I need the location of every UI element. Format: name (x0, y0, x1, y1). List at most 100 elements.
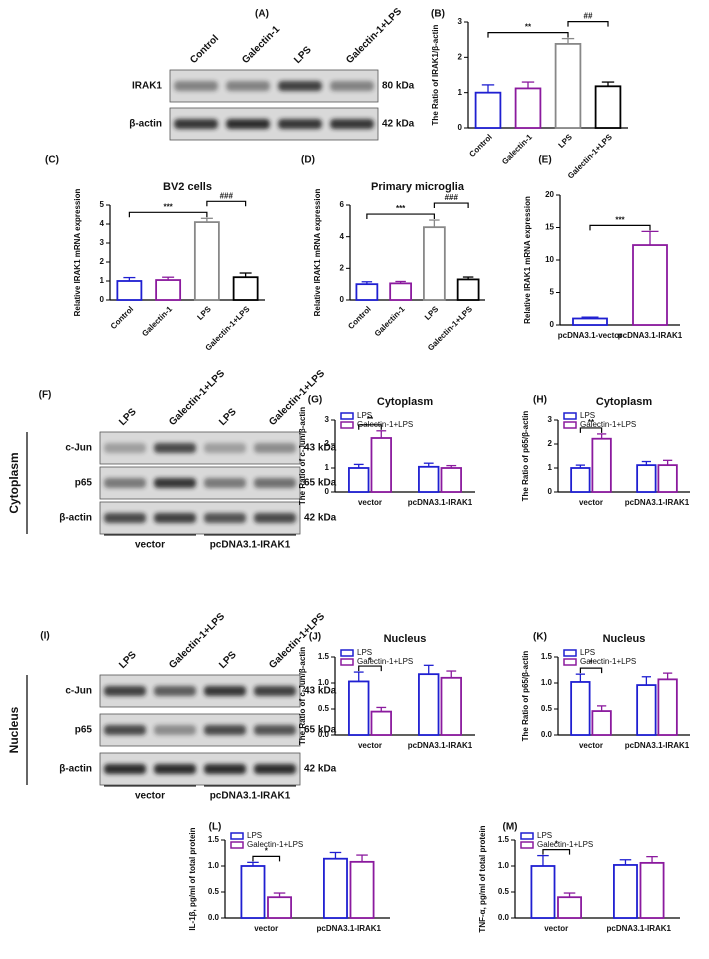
y-axis-label: TNF-α, pg/ml of total protein (478, 825, 487, 932)
lane-label: Galectin-1 (240, 24, 282, 66)
blot-band (154, 513, 196, 523)
size-label: 65 kDa (304, 725, 337, 736)
x-tick-label: Galectin-1 (500, 132, 534, 166)
bar (355, 283, 379, 301)
bar (456, 278, 480, 301)
significance-bracket (589, 224, 651, 231)
y-tick-label: 0 (550, 320, 555, 329)
panel-label: (C) (45, 155, 59, 166)
size-label: 42 kDa (304, 513, 337, 524)
y-tick-label: 0 (340, 295, 345, 304)
significance-label: *** (615, 216, 625, 225)
significance-bracket (579, 427, 603, 433)
bar (554, 43, 582, 129)
bar (474, 91, 502, 129)
significance-label: ** (588, 418, 595, 427)
bar (240, 865, 266, 919)
y-axis-label: The Ratio of c-Jun/β-actin (298, 407, 307, 505)
x-tick-label: LPS (423, 304, 441, 322)
significance-label: ** (367, 415, 374, 424)
x-tick-label: Control (467, 133, 493, 159)
panel-label: (D) (301, 155, 315, 166)
bar (657, 464, 678, 493)
y-axis-label: Relative IRAK1 mRNA expression (73, 189, 82, 317)
x-tick-label: pcDNA3.1-IRAK1 (625, 741, 690, 750)
bar (193, 221, 220, 301)
bar (557, 896, 582, 919)
bar (570, 681, 591, 736)
y-tick-label: 0.0 (541, 730, 553, 739)
chart-title: Nucleus (384, 633, 427, 645)
panel-label: (B) (431, 9, 445, 20)
y-tick-label: 0 (548, 487, 553, 496)
y-tick-label: 1.0 (541, 678, 553, 687)
y-tick-label: 2 (548, 439, 553, 448)
y-tick-label: 3 (325, 415, 330, 424)
row-label: β-actin (59, 513, 92, 524)
significance-bracket (358, 665, 382, 672)
y-tick-label: 0 (325, 487, 330, 496)
x-tick-label: vector (358, 741, 382, 750)
lane-label: LPS (217, 406, 239, 428)
blot-band (204, 686, 246, 696)
y-tick-label: 1.5 (498, 835, 510, 844)
group-label: vector (135, 540, 165, 551)
y-tick-label: 1.0 (318, 678, 330, 687)
y-tick-label: 15 (545, 223, 554, 232)
y-axis-label: The Ratio of IRAK1/β-actin (431, 24, 440, 125)
y-tick-label: 20 (545, 190, 554, 199)
bar (418, 465, 440, 493)
significance-label: * (589, 658, 593, 667)
chart-title: BV2 cells (163, 181, 212, 193)
significance-bracket (206, 200, 247, 207)
significance-label: ### (445, 193, 459, 202)
y-tick-label: 5 (550, 288, 555, 297)
y-tick-label: 3 (458, 17, 463, 26)
blot-band (204, 513, 246, 523)
bar (155, 279, 182, 301)
x-tick-label: Control (346, 305, 372, 331)
blot-band (254, 764, 296, 774)
x-tick-label: pcDNA3.1-IRAK1 (625, 498, 690, 507)
blot-band (226, 81, 270, 91)
blot-band (254, 513, 296, 523)
compartment-label: Nucleus (7, 706, 21, 753)
row-label: p65 (75, 478, 93, 489)
panel-label: (F) (39, 390, 52, 401)
x-tick-label: pcDNA3.1-IRAK1 (607, 924, 672, 933)
significance-bracket (128, 211, 208, 218)
y-axis-label: Relative IRAK1 mRNA expression (313, 189, 322, 317)
bar (613, 864, 638, 919)
bar (591, 437, 612, 493)
y-tick-label: 0.5 (208, 887, 220, 896)
lane-label: Control (188, 33, 221, 66)
y-tick-label: 0 (100, 295, 105, 304)
chart-title: Cytoplasm (596, 396, 652, 408)
x-tick-label: vector (544, 924, 568, 933)
y-tick-label: 5 (100, 200, 105, 209)
blot-band (104, 725, 146, 735)
bar (116, 280, 143, 301)
x-tick-label: pcDNA3.1-IRAK1 (317, 924, 382, 933)
bar (349, 860, 375, 919)
y-tick-label: 10 (545, 255, 554, 264)
bar (570, 467, 591, 493)
legend-label: LPS (537, 831, 552, 840)
x-tick-label: vector (579, 498, 603, 507)
blot-band (154, 686, 196, 696)
blot-band (278, 119, 322, 129)
bar (418, 673, 440, 736)
row-label: IRAK1 (132, 81, 162, 92)
y-axis-label: The Ratio of p65/β-actin (521, 651, 530, 742)
size-label: 42 kDa (382, 119, 415, 130)
size-label: 43 kDa (304, 443, 337, 454)
bar (440, 676, 462, 736)
legend-swatch (230, 832, 244, 840)
blot-band (154, 443, 196, 453)
row-label: c-Jun (65, 443, 92, 454)
panel-label: (G) (308, 395, 322, 406)
legend-label: Galectin-1+LPS (247, 840, 303, 849)
legend-label: Galectin-1+LPS (357, 657, 413, 666)
significance-bracket (433, 202, 469, 209)
size-label: 80 kDa (382, 81, 415, 92)
